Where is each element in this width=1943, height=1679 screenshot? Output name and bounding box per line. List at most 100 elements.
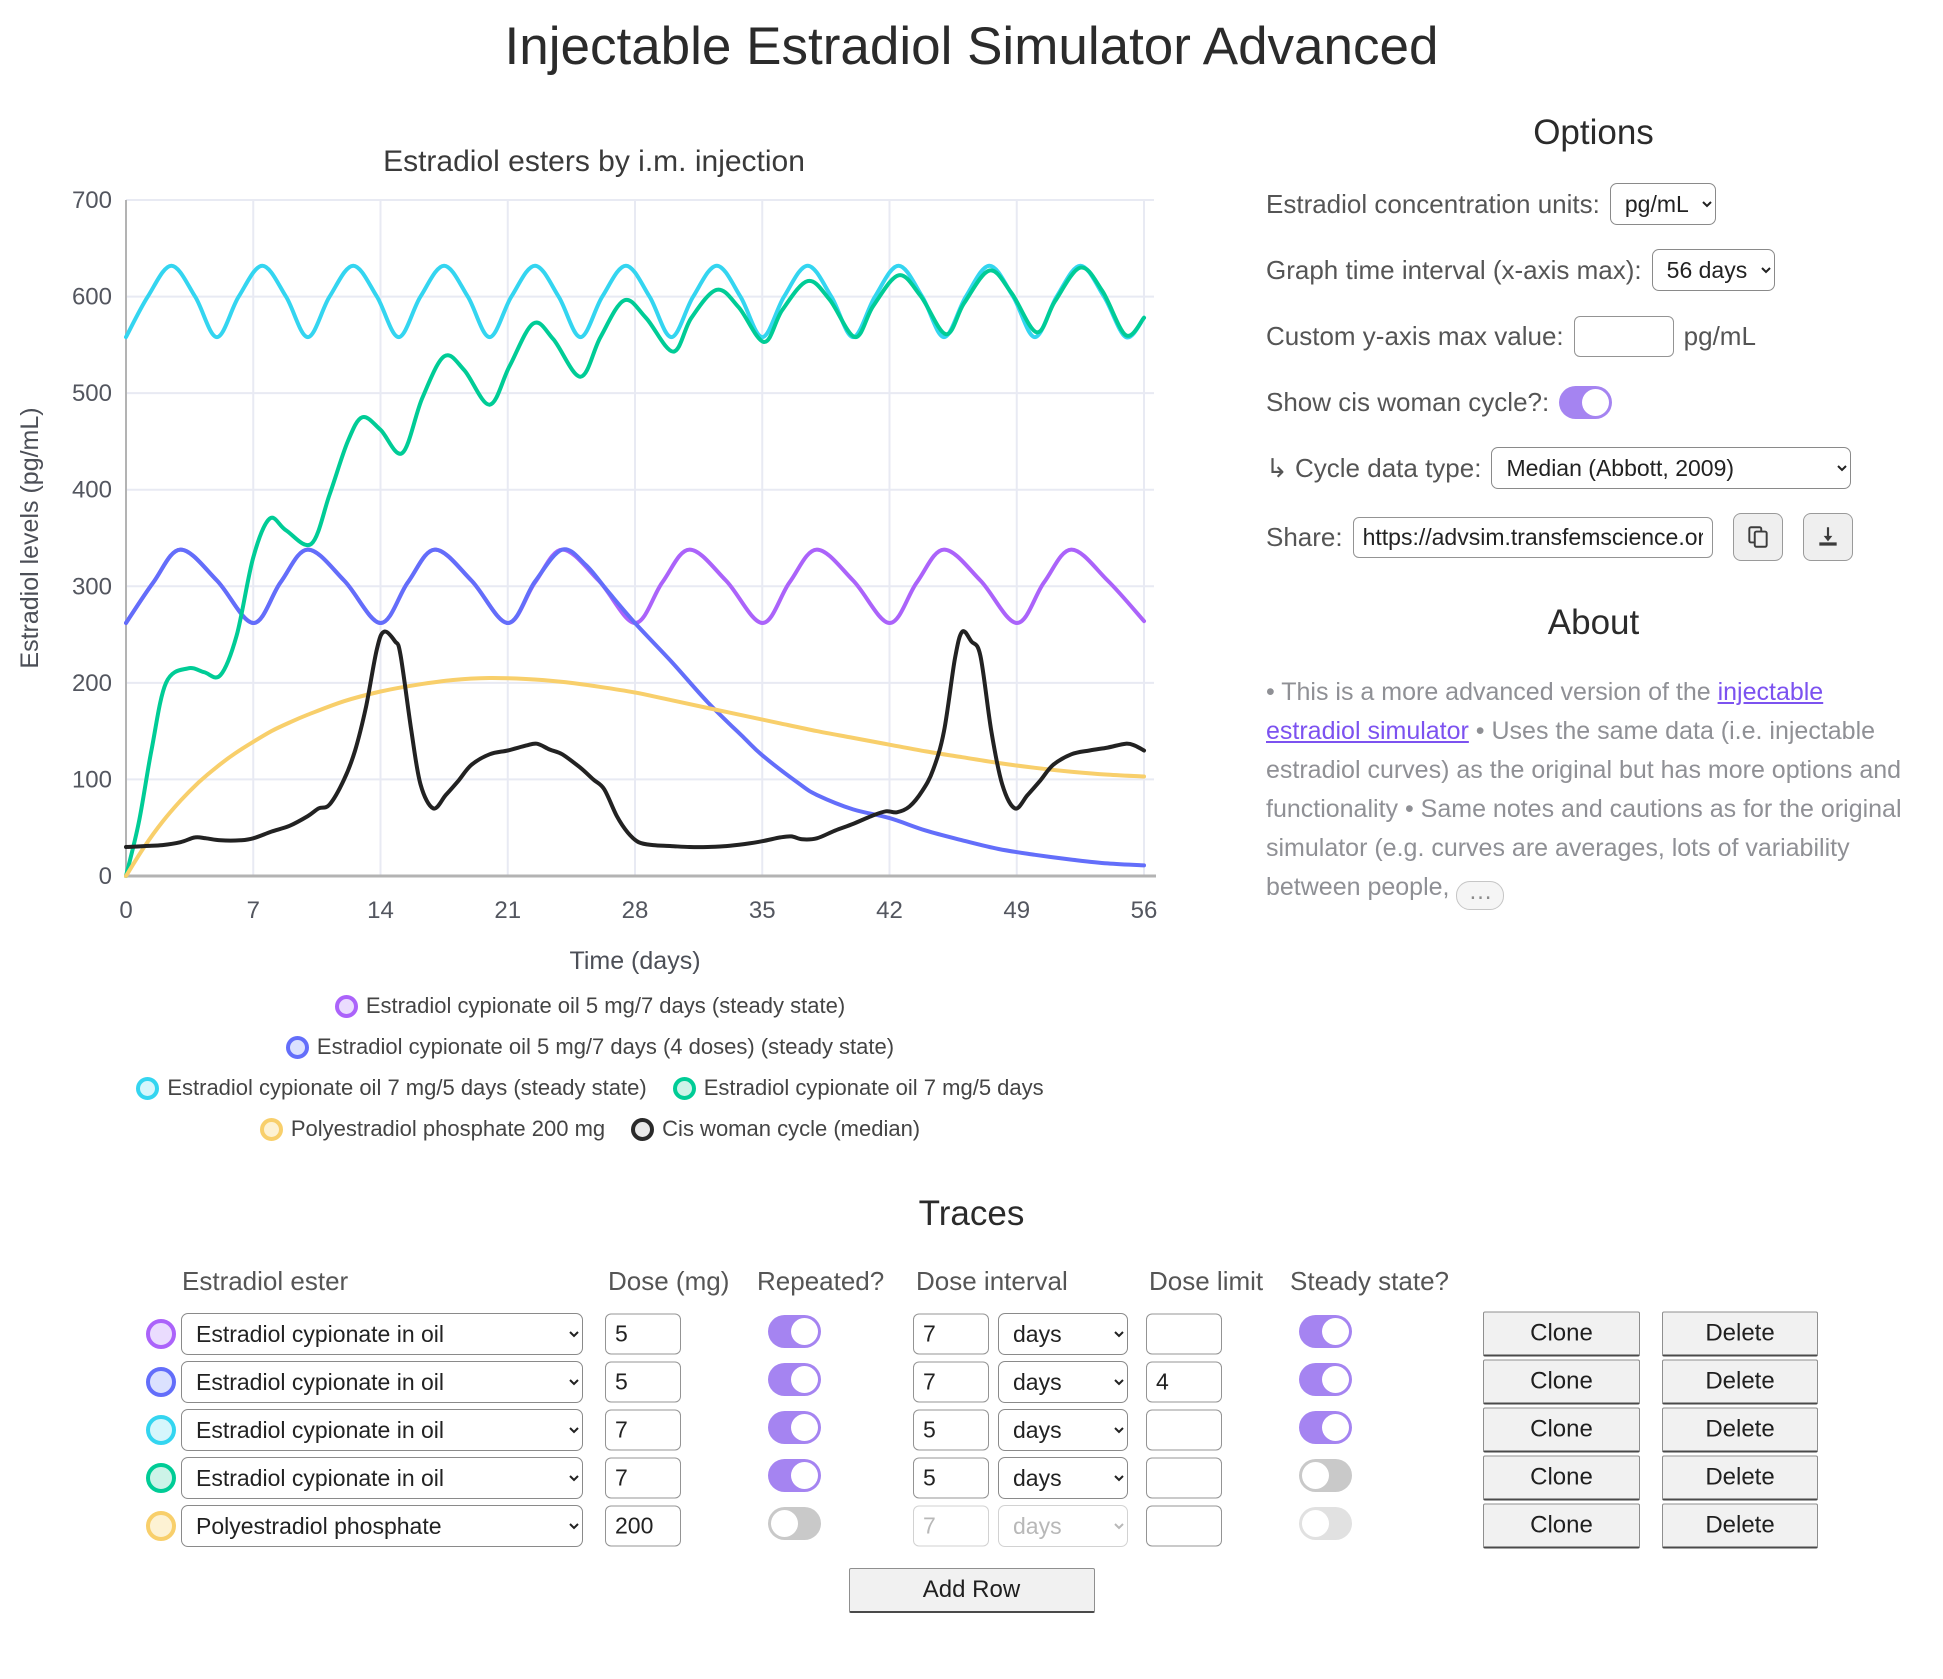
svg-text:200: 200 (72, 670, 112, 697)
limit-cell (1146, 1409, 1222, 1451)
option-units-row: Estradiol concentration units: pg/mL (1266, 183, 1921, 225)
option-ymax-row: Custom y-axis max value: pg/mL (1266, 315, 1921, 357)
clone-cell: Clone (1483, 1503, 1640, 1549)
options-column: Options Estradiol concentration units: p… (1180, 83, 1943, 935)
share-url-input[interactable] (1352, 516, 1713, 558)
ymax-input[interactable] (1573, 315, 1674, 357)
legend-row: Polyestradiol phosphate 200 mg Cis woman… (259, 1116, 920, 1142)
legend-item[interactable]: Cis woman cycle (median) (631, 1116, 920, 1142)
about-paragraph: • This is a more advanced version of the… (1266, 673, 1921, 910)
dose-cell (605, 1457, 681, 1499)
delete-button[interactable]: Delete (1662, 1311, 1818, 1357)
header-limit: Dose limit (1149, 1266, 1264, 1296)
header-interval: Dose interval (916, 1266, 1068, 1296)
ymax-units-suffix: pg/mL (1683, 320, 1756, 351)
limit-input[interactable] (1146, 1361, 1222, 1403)
option-cycle-type-row: ↳ Cycle data type: Median (Abbott, 2009) (1266, 447, 1921, 489)
interval-unit-select[interactable]: days (998, 1505, 1128, 1547)
steady-cell (1299, 1363, 1352, 1401)
limit-input[interactable] (1146, 1457, 1222, 1499)
injectable-simulator-link[interactable]: injectable estradiol simulator (1266, 678, 1824, 745)
interval-input[interactable] (913, 1409, 989, 1451)
expand-about-button[interactable]: … (1456, 880, 1505, 910)
add-row-wrap: Add Row (0, 1568, 1943, 1613)
units-select[interactable]: pg/mL (1609, 183, 1716, 225)
legend-item[interactable]: Polyestradiol phosphate 200 mg (259, 1116, 605, 1142)
traces-rows: Estradiol cypionate in oil days (0, 1310, 1943, 1550)
ester-select[interactable]: Estradiol cypionate in oil (181, 1361, 583, 1403)
interval-unit-select[interactable]: days (998, 1409, 1128, 1451)
repeated-toggle[interactable] (768, 1315, 821, 1348)
svg-text:28: 28 (622, 897, 649, 924)
limit-input[interactable] (1146, 1409, 1222, 1451)
dose-input[interactable] (605, 1409, 681, 1451)
clone-button[interactable]: Clone (1483, 1503, 1640, 1549)
clone-button[interactable]: Clone (1483, 1359, 1640, 1405)
trace-row: Estradiol cypionate in oil days (0, 1358, 1943, 1406)
legend-label: Estradiol cypionate oil 5 mg/7 days (ste… (365, 993, 846, 1018)
clone-cell: Clone (1483, 1455, 1640, 1501)
trace-color-icon (146, 1319, 176, 1349)
time-interval-select[interactable]: 56 days (1651, 249, 1775, 291)
interval-unit-select[interactable]: days (998, 1313, 1128, 1355)
ester-select-cell: Estradiol cypionate in oil (181, 1313, 583, 1355)
dose-input[interactable] (605, 1505, 681, 1547)
share-row: Share: (1266, 513, 1921, 561)
legend-item[interactable]: Estradiol cypionate oil 5 mg/7 days (4 d… (285, 1034, 894, 1060)
repeated-toggle[interactable] (768, 1459, 821, 1492)
chart-column: Estradiol esters by i.m. injection Estra… (0, 83, 1180, 1142)
download-button[interactable] (1802, 513, 1853, 561)
steady-state-toggle[interactable] (1299, 1507, 1352, 1540)
interval-unit-select[interactable]: days (998, 1457, 1128, 1499)
legend-item[interactable]: Estradiol cypionate oil 5 mg/7 days (ste… (334, 993, 846, 1019)
chart-gridlines (124, 199, 1156, 878)
legend-label: Estradiol cypionate oil 7 mg/5 days (ste… (167, 1075, 647, 1100)
ester-select[interactable]: Estradiol cypionate in oil (181, 1409, 583, 1451)
interval-input[interactable] (913, 1361, 989, 1403)
legend-row: Estradiol cypionate oil 7 mg/5 days (ste… (136, 1075, 1044, 1101)
interval-unit-cell: days (998, 1361, 1128, 1403)
legend-item[interactable]: Estradiol cypionate oil 7 mg/5 days (672, 1075, 1044, 1101)
delete-button[interactable]: Delete (1662, 1503, 1818, 1549)
delete-button[interactable]: Delete (1662, 1455, 1818, 1501)
dose-input[interactable] (605, 1313, 681, 1355)
trace-color-icon (146, 1415, 176, 1445)
interval-input[interactable] (913, 1457, 989, 1499)
clone-button[interactable]: Clone (1483, 1311, 1640, 1357)
steady-state-toggle[interactable] (1299, 1315, 1352, 1348)
ymax-label: Custom y-axis max value: (1266, 320, 1564, 351)
delete-cell: Delete (1662, 1359, 1818, 1405)
about-heading: About (1547, 603, 1640, 642)
ester-select[interactable]: Estradiol cypionate in oil (181, 1457, 583, 1499)
legend-item[interactable]: Estradiol cypionate oil 7 mg/5 days (ste… (136, 1075, 647, 1101)
copy-link-button[interactable] (1732, 513, 1783, 561)
legend-marker-icon (334, 994, 358, 1018)
copy-icon (1747, 526, 1768, 548)
repeated-toggle[interactable] (768, 1507, 821, 1540)
steady-state-toggle[interactable] (1299, 1363, 1352, 1396)
legend-row: Estradiol cypionate oil 5 mg/7 days (ste… (334, 993, 846, 1019)
steady-state-toggle[interactable] (1299, 1459, 1352, 1492)
chart-tick-labels: 0 100 200 300 400 500 600 700 0 7 14 21 28 35 42 49 56 (72, 187, 1157, 924)
dose-input[interactable] (605, 1457, 681, 1499)
dose-input[interactable] (605, 1361, 681, 1403)
repeated-toggle[interactable] (768, 1363, 821, 1396)
ester-select[interactable]: Estradiol cypionate in oil (181, 1313, 583, 1355)
cycle-toggle[interactable] (1559, 385, 1613, 419)
ester-select[interactable]: Polyestradiol phosphate (181, 1505, 583, 1547)
delete-button[interactable]: Delete (1662, 1359, 1818, 1405)
limit-input[interactable] (1146, 1505, 1222, 1547)
add-row-button[interactable]: Add Row (848, 1568, 1095, 1613)
interval-unit-select[interactable]: days (998, 1361, 1128, 1403)
traces-header-row: Estradiol ester Dose (mg) Repeated? Dose… (0, 1262, 1943, 1302)
delete-cell: Delete (1662, 1455, 1818, 1501)
cycle-type-select[interactable]: Median (Abbott, 2009) (1491, 447, 1852, 489)
interval-input[interactable] (913, 1313, 989, 1355)
clone-button[interactable]: Clone (1483, 1407, 1640, 1453)
interval-input[interactable] (913, 1505, 989, 1547)
steady-state-toggle[interactable] (1299, 1411, 1352, 1444)
repeated-toggle[interactable] (768, 1411, 821, 1444)
limit-input[interactable] (1146, 1313, 1222, 1355)
clone-button[interactable]: Clone (1483, 1455, 1640, 1501)
delete-button[interactable]: Delete (1662, 1407, 1818, 1453)
